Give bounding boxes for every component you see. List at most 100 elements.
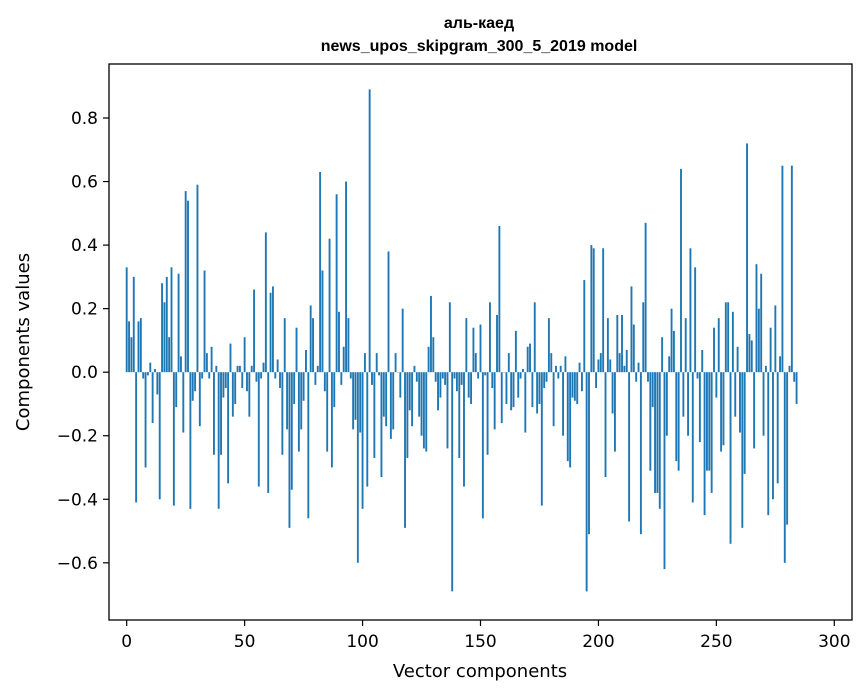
bar-component-212: [625, 349, 628, 373]
bar-component-265: [750, 340, 753, 373]
bar-component-240: [691, 372, 694, 503]
bar-component-236: [682, 372, 685, 417]
bar-component-22: [177, 273, 180, 373]
bar-component-1: [128, 321, 130, 373]
bar-component-127: [425, 372, 428, 452]
bar-component-227: [661, 337, 664, 373]
bar-component-43: [227, 372, 230, 484]
bar-component-25: [184, 191, 187, 373]
bar-component-88: [333, 372, 336, 408]
bar-component-26: [187, 200, 189, 373]
bar-component-256: [729, 372, 732, 544]
bar-component-24: [182, 372, 185, 433]
bar-component-169: [524, 372, 527, 433]
bar-component-133: [439, 372, 442, 398]
bar-component-39: [217, 372, 220, 509]
bar-component-34: [205, 353, 208, 373]
bar-component-63: [274, 372, 277, 379]
bar-component-163: [510, 372, 513, 411]
bar-component-37: [213, 372, 215, 455]
bar-component-140: [455, 372, 458, 392]
bar-component-108: [380, 372, 383, 478]
bar-component-83: [321, 270, 324, 373]
bar-component-229: [665, 372, 668, 436]
bar-component-223: [651, 372, 654, 408]
bar-component-148: [474, 353, 477, 373]
bar-component-110: [385, 372, 388, 427]
bar-component-250: [715, 372, 718, 398]
bar-component-123: [415, 372, 418, 382]
bar-component-146: [470, 372, 473, 404]
bar-component-279: [783, 372, 786, 563]
bar-component-61: [269, 292, 272, 373]
bar-component-95: [349, 372, 352, 379]
bar-component-165: [514, 330, 517, 373]
bar-component-58: [262, 362, 265, 373]
bar-component-71: [293, 372, 296, 404]
bar-component-284: [795, 372, 798, 404]
bar-component-122: [413, 365, 416, 373]
bar-component-183: [557, 372, 560, 379]
bar-component-179: [547, 318, 550, 373]
bar-component-282: [790, 165, 793, 373]
bar-component-191: [576, 372, 579, 404]
bar-component-126: [422, 372, 425, 449]
bar-component-261: [741, 372, 744, 528]
bar-component-38: [215, 365, 218, 373]
bar-component-66: [281, 372, 284, 455]
x-tick-label: 300: [818, 632, 850, 652]
bar-component-120: [408, 372, 411, 411]
bar-component-185: [562, 372, 564, 436]
bar-component-93: [345, 181, 347, 373]
bar-component-112: [389, 372, 392, 439]
bar-component-211: [623, 365, 626, 373]
bar-component-195: [585, 372, 588, 592]
bar-component-174: [536, 372, 539, 414]
bar-component-85: [326, 372, 329, 452]
bar-component-209: [618, 353, 621, 373]
bar-component-6: [139, 318, 142, 373]
bar-component-190: [573, 372, 576, 401]
bar-component-262: [743, 372, 746, 474]
bar-component-35: [208, 372, 211, 379]
bar-component-161: [505, 372, 508, 404]
bar-component-52: [248, 372, 251, 417]
bar-component-7: [142, 372, 145, 379]
bar-component-172: [531, 372, 534, 408]
bar-component-41: [222, 372, 225, 398]
bar-component-143: [463, 372, 465, 487]
bar-component-0: [125, 267, 128, 373]
bar-component-111: [387, 251, 390, 373]
bar-component-15: [161, 283, 164, 373]
bar-component-142: [460, 372, 463, 385]
bar-component-176: [540, 372, 543, 506]
bar-component-259: [736, 346, 739, 373]
bar-component-267: [755, 264, 758, 373]
bar-component-222: [649, 372, 652, 471]
bar-component-175: [538, 372, 541, 404]
bar-component-54: [253, 289, 256, 373]
bar-component-254: [724, 302, 727, 373]
bar-component-156: [493, 372, 496, 430]
bar-component-219: [642, 302, 645, 373]
y-tick-label: −0.6: [57, 554, 98, 574]
bar-component-277: [779, 356, 782, 373]
bar-component-198: [592, 248, 595, 373]
bar-component-12: [154, 369, 156, 373]
bar-component-178: [545, 372, 548, 382]
bar-component-264: [748, 334, 751, 373]
bar-component-89: [335, 194, 338, 373]
bar-component-53: [250, 365, 253, 373]
bar-component-75: [302, 372, 305, 401]
bar-component-104: [371, 372, 373, 385]
bar-component-121: [411, 372, 414, 427]
bar-component-102: [366, 372, 369, 487]
y-tick-label: 0.0: [71, 363, 98, 383]
bar-component-20: [172, 372, 175, 506]
bar-component-106: [375, 353, 378, 373]
bar-component-214: [630, 286, 633, 373]
y-tick-label: −0.2: [57, 427, 98, 447]
bar-component-28: [191, 372, 194, 401]
bar-series: [125, 89, 798, 592]
bar-component-56: [257, 372, 260, 487]
